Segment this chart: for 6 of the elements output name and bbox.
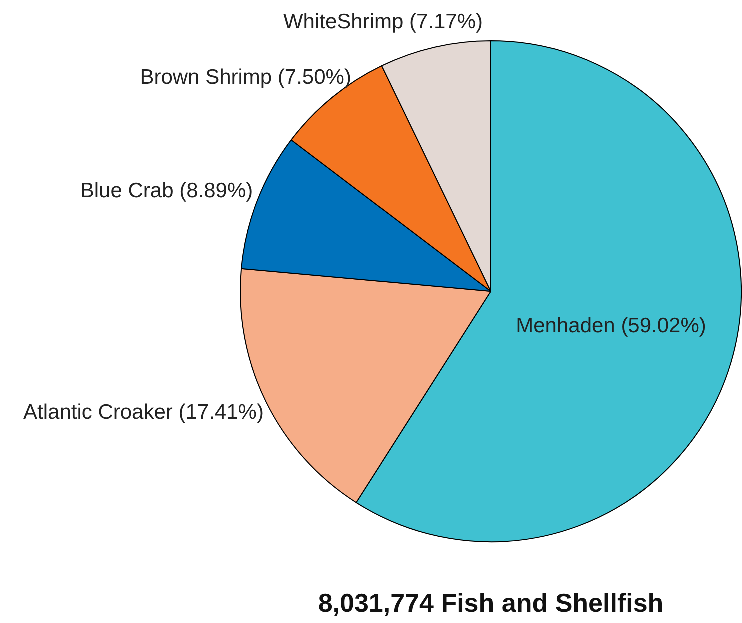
slice-label: WhiteShrimp (7.17%): [283, 10, 483, 34]
slice-label: Blue Crab (8.89%): [80, 180, 254, 203]
slice-label: Brown Shrimp (7.50%): [140, 66, 352, 90]
text: 8,031,774 Fish and Shellfish: [318, 588, 664, 618]
slice-label: Menhaden (59.02%): [516, 314, 706, 338]
slice-label: Atlantic Croaker (17.41%): [24, 400, 264, 424]
